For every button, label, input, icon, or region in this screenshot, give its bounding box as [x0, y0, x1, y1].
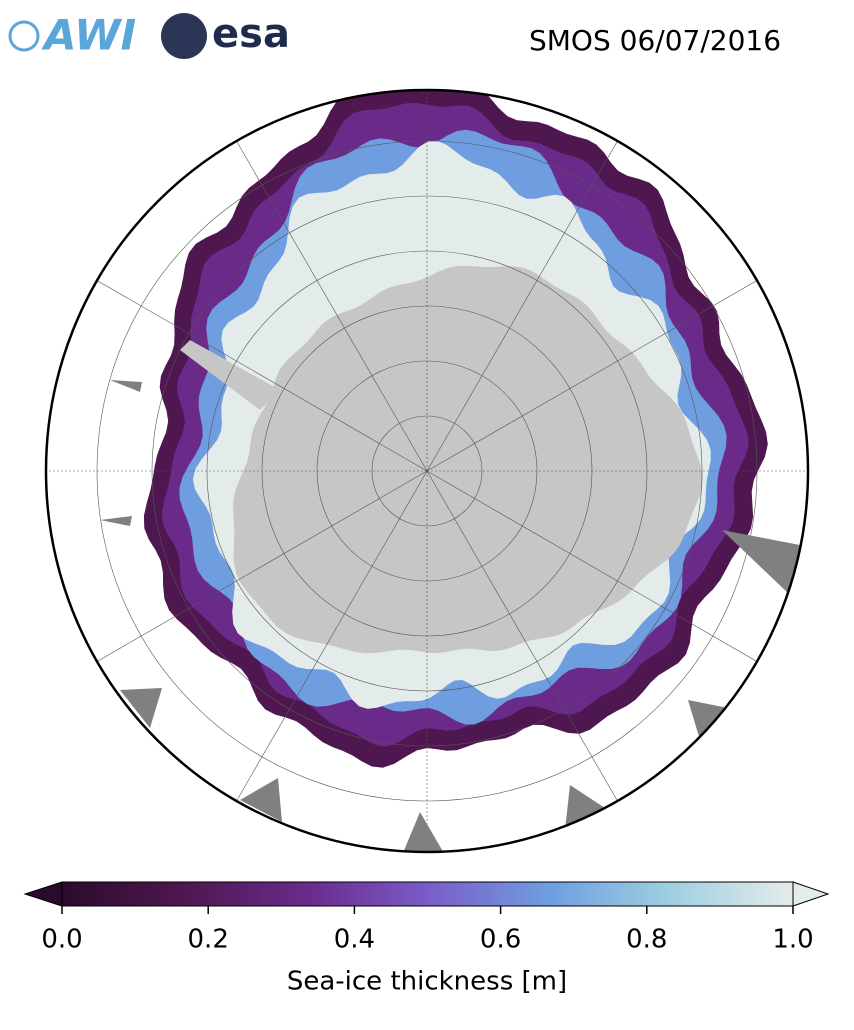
- colorbar-body: [61, 881, 794, 907]
- colorbar-extend-high: [792, 881, 830, 907]
- colorbar-tick-label: 0.0: [41, 925, 82, 955]
- latitude-circle: [151, 195, 703, 747]
- colorbar-tick-label: 1.0: [772, 925, 813, 955]
- colorbar-tick-label: 0.2: [188, 925, 229, 955]
- meridian: [426, 470, 623, 809]
- colorbar-tick-label: 0.8: [626, 925, 667, 955]
- meridian: [231, 470, 428, 809]
- colorbar-extend-low: [23, 881, 63, 907]
- continent: [233, 265, 703, 654]
- meridian: [426, 470, 765, 667]
- meridian: [426, 275, 765, 472]
- graticule: [46, 90, 808, 852]
- meridian: [89, 470, 428, 667]
- awi-globe: [8, 20, 40, 52]
- meridian: [89, 275, 428, 472]
- map-frame: [44, 88, 810, 854]
- land-patches: [100, 380, 800, 852]
- logos: AWI esa: [8, 11, 290, 60]
- peninsula: [180, 340, 280, 410]
- awi-logo: AWI: [41, 11, 136, 60]
- latitude-circle: [371, 415, 483, 527]
- colorbar-tick-label: 0.4: [334, 925, 375, 955]
- esa-logo: esa: [212, 11, 290, 57]
- esa-globe: [161, 13, 207, 59]
- map-title: SMOS 06/07/2016: [529, 24, 781, 57]
- colorbar-tick-label: 0.6: [480, 925, 521, 955]
- colorbar: Sea-ice thickness [m] 0.0 0.2 0.4 0.6 0.8 1.0: [23, 881, 830, 997]
- meridian: [231, 133, 428, 472]
- colorbar-label: Sea-ice thickness [m]: [287, 967, 567, 997]
- map: [46, 90, 808, 852]
- meridian: [426, 133, 623, 472]
